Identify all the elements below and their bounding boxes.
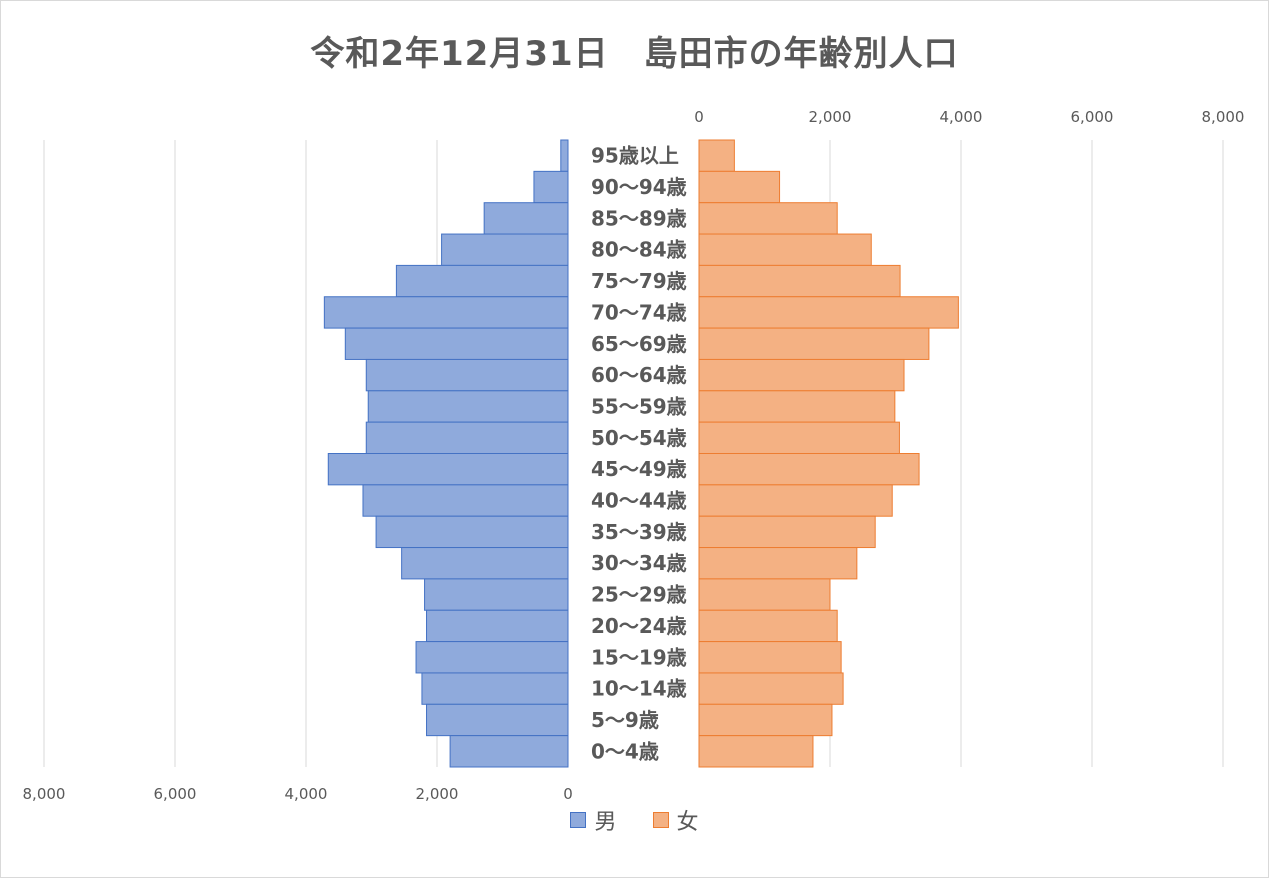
category-label: 10〜14歳 [591,677,687,701]
male-bar [375,515,569,549]
female-bar [698,296,959,329]
male-bar [401,547,569,580]
male-bar [362,484,569,517]
female-bar [698,170,781,204]
female-bar [698,484,893,517]
male-bar [421,672,569,705]
category-label: 90〜94歳 [591,175,687,199]
legend-label-male: 男 [594,810,617,835]
male-bar [426,609,569,643]
female-bar [698,453,920,486]
category-label: 95歳以上 [591,144,679,168]
female-bar [698,202,838,235]
category-label: 30〜34歳 [591,551,687,575]
male-bar [365,421,569,454]
left-axis-tick-label: 0 [563,785,573,803]
female-bar [698,735,814,768]
female-bar [698,703,833,737]
female-bar [698,547,858,580]
left-axis-tick-label: 2,000 [416,785,459,803]
female-bar [698,139,735,172]
category-label: 55〜59歳 [591,394,687,418]
female-bar [698,327,930,360]
male-bar [426,703,569,737]
category-label: 65〜69歳 [591,332,687,356]
female-bar [698,421,900,454]
legend-swatch-female [652,812,669,828]
category-label: 80〜84歳 [591,238,687,262]
female-bar [698,578,831,611]
right-axis-tick-label: 6,000 [1071,108,1114,126]
female-bar [698,609,838,643]
category-label: 75〜79歳 [591,269,687,293]
male-bar [323,296,569,329]
left-axis-tick-label: 8,000 [23,785,66,803]
category-label: 60〜64歳 [591,363,687,387]
left-axis-tick-label: 6,000 [154,785,197,803]
category-label: 45〜49歳 [591,457,687,481]
category-label: 25〜29歳 [591,583,687,607]
legend-label-female: 女 [676,810,699,835]
female-bar [698,264,901,298]
male-bar [441,233,569,266]
category-label: 85〜89歳 [591,206,687,230]
chart-title: 令和2年12月31日 島田市の年齢別人口 [310,34,959,74]
female-bar [698,390,896,423]
male-bar [344,327,569,360]
left-axis-tick-label: 4,000 [285,785,328,803]
right-axis-tick-label: 8,000 [1202,108,1245,126]
right-axis-tick-label: 0 [694,108,704,126]
category-label: 20〜24歳 [591,614,687,638]
category-label: 0〜4歳 [591,739,659,763]
female-bar [698,233,872,266]
category-label: 15〜19歳 [591,645,687,669]
category-label: 5〜9歳 [591,708,659,732]
category-label: 35〜39歳 [591,520,687,544]
legend-item-male: 男 [570,804,617,836]
category-label: 50〜54歳 [591,426,687,450]
male-bar [395,264,569,298]
category-label: 40〜44歳 [591,489,687,513]
right-axis-tick-label: 2,000 [809,108,852,126]
male-bar [449,735,569,768]
male-bar [560,139,569,172]
female-bar [698,641,842,674]
male-bar [533,170,569,204]
male-bar [327,453,569,486]
male-bar [365,358,569,392]
male-bar [483,202,569,235]
legend-item-female: 女 [652,804,699,836]
male-bar [424,578,569,611]
female-bar [698,358,905,392]
male-bar [367,390,569,423]
chart-legend: 男 女 [0,804,1269,836]
male-bar [415,641,569,674]
category-label: 70〜74歳 [591,300,687,324]
right-axis-tick-label: 4,000 [940,108,983,126]
female-bar [698,672,844,705]
legend-swatch-male [570,812,587,828]
female-bar [698,515,876,549]
